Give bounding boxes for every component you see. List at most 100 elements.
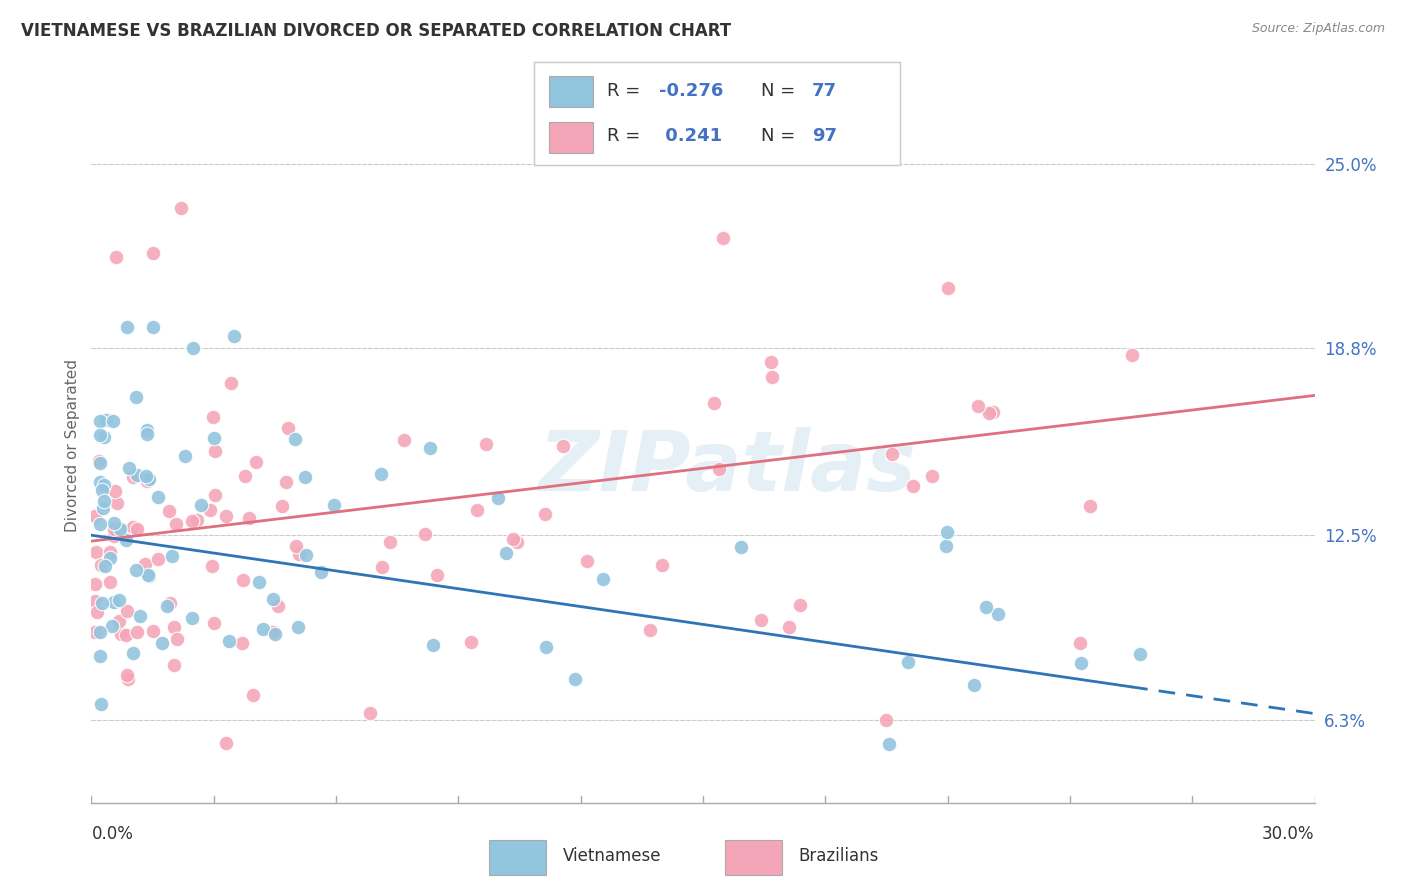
Point [413, 526, 436, 541]
Text: R =: R = [607, 82, 647, 100]
Point [104, 484, 127, 499]
Point [460, 634, 482, 648]
Point [311, 566, 333, 580]
Point [127, 522, 149, 536]
Point [200, 503, 222, 517]
Text: R =: R = [607, 128, 647, 145]
Point [115, 533, 138, 547]
Point [218, 634, 240, 648]
Point [84, 509, 107, 524]
Point [789, 599, 811, 613]
Point [249, 575, 271, 590]
Point [128, 608, 150, 623]
Point [84, 544, 107, 558]
Point [967, 399, 990, 413]
Point [936, 524, 959, 539]
Point [146, 552, 169, 566]
Point [90, 558, 112, 572]
Point [921, 469, 943, 483]
Point [287, 619, 309, 633]
Point [103, 529, 125, 543]
Text: N =: N = [761, 82, 801, 100]
Point [1078, 499, 1101, 513]
Point [160, 549, 183, 563]
Point [267, 599, 290, 613]
Point [108, 614, 131, 628]
Point [233, 469, 256, 483]
Point [534, 508, 557, 522]
Point [242, 688, 264, 702]
Point [180, 514, 202, 528]
Point [274, 475, 297, 490]
Point [141, 245, 163, 260]
Point [394, 433, 416, 447]
Point [115, 319, 138, 334]
Point [592, 572, 614, 586]
Point [202, 410, 225, 425]
Point [103, 522, 125, 536]
FancyBboxPatch shape [725, 840, 782, 875]
Point [370, 467, 392, 481]
Point [222, 329, 246, 343]
Text: Vietnamese: Vietnamese [562, 847, 661, 865]
Point [202, 431, 225, 445]
Point [108, 593, 131, 607]
Point [84, 577, 107, 591]
Point [90, 483, 112, 497]
Point [202, 616, 225, 631]
Point [90, 698, 112, 712]
Point [89, 475, 111, 489]
Point [103, 516, 125, 530]
Point [93, 494, 115, 508]
Point [89, 648, 111, 663]
Point [156, 599, 179, 613]
Point [215, 736, 238, 750]
Point [936, 281, 959, 295]
Text: 0.241: 0.241 [658, 128, 721, 145]
Point [146, 490, 169, 504]
Point [903, 479, 925, 493]
Point [91, 500, 114, 515]
Point [104, 250, 127, 264]
Point [709, 461, 731, 475]
Point [778, 620, 800, 634]
Point [134, 558, 156, 572]
Point [201, 558, 224, 573]
Point [1129, 647, 1152, 661]
Point [288, 547, 311, 561]
Point [115, 668, 138, 682]
Point [277, 420, 299, 434]
Point [495, 546, 517, 560]
Point [166, 632, 188, 646]
Point [981, 405, 1004, 419]
Point [157, 504, 180, 518]
Point [551, 439, 574, 453]
Point [322, 498, 344, 512]
Point [142, 624, 165, 638]
Point [94, 559, 117, 574]
Point [252, 622, 274, 636]
Point [98, 551, 121, 566]
Point [730, 541, 752, 555]
FancyBboxPatch shape [548, 122, 593, 153]
Point [186, 513, 208, 527]
Point [125, 467, 148, 482]
Point [170, 201, 193, 215]
Text: 77: 77 [813, 82, 837, 100]
Point [117, 461, 139, 475]
Point [506, 535, 529, 549]
Text: VIETNAMESE VS BRAZILIAN DIVORCED OR SEPARATED CORRELATION CHART: VIETNAMESE VS BRAZILIAN DIVORCED OR SEPA… [21, 22, 731, 40]
Point [89, 456, 111, 470]
Point [163, 657, 186, 672]
Text: 97: 97 [813, 128, 837, 145]
Point [122, 520, 145, 534]
Point [135, 469, 157, 483]
Point [270, 499, 292, 513]
Point [426, 567, 449, 582]
Text: N =: N = [761, 128, 801, 145]
Point [761, 370, 783, 384]
Point [215, 509, 238, 524]
Point [89, 453, 111, 467]
Point [93, 477, 115, 491]
Point [165, 516, 187, 531]
